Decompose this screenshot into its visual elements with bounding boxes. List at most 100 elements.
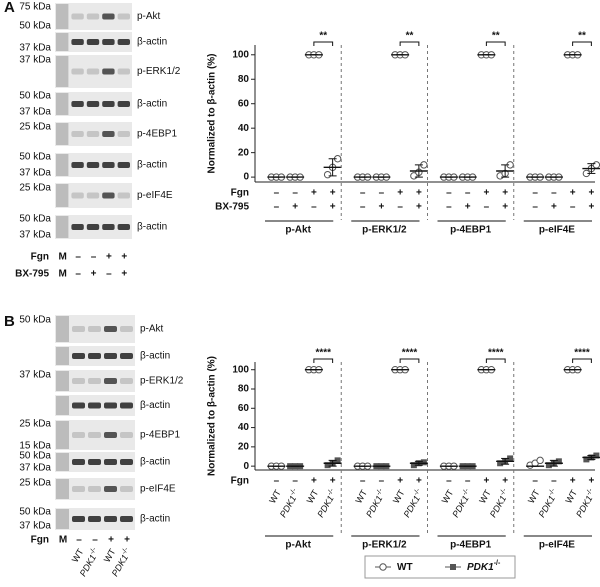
blot-band: [71, 224, 84, 230]
condition-label: +: [483, 476, 489, 487]
ladder-lane: [56, 509, 69, 529]
blot-band: [86, 101, 100, 107]
blot-band: [102, 101, 115, 107]
blot-band: [71, 68, 84, 75]
blot-band: [86, 13, 100, 20]
blot-band: [104, 459, 117, 465]
y-tick-label: 100: [232, 49, 249, 60]
data-point: [410, 462, 417, 469]
ladder-lane: [56, 184, 69, 207]
genotype-name: WT: [478, 488, 494, 506]
significance-label: ****: [574, 348, 590, 359]
condition-genotype: PDK1-/-: [574, 487, 599, 519]
blot-band: [88, 516, 101, 522]
blot-label: p-eIF4E: [137, 190, 173, 201]
condition-genotype: PDK1-/-: [277, 487, 302, 519]
ladder-lane: [56, 154, 69, 176]
group-name: p-eIF4E: [539, 540, 575, 551]
blot-label: p-ERK1/2: [137, 66, 181, 77]
genotype-name: WT: [564, 488, 580, 506]
blot-label: β-actin: [140, 514, 170, 525]
blot-band: [86, 224, 100, 230]
blot-label: β-actin: [137, 222, 167, 233]
blot-band: [120, 516, 133, 522]
blot-band: [71, 162, 84, 168]
data-point: [555, 458, 562, 465]
blot-band: [117, 192, 130, 199]
condition-label: –: [446, 202, 452, 213]
condition-row-name: Fgn: [231, 476, 249, 487]
condition-genotype: PDK1-/-: [536, 487, 561, 519]
ladder-lane: [56, 33, 69, 51]
significance-bracket: [313, 41, 334, 46]
blot-label: p-ERK1/2: [140, 376, 184, 387]
condition-label: –: [379, 188, 385, 199]
genotype-name: PDK1: [488, 494, 508, 519]
blot-band: [104, 326, 117, 332]
blot-band: [104, 516, 117, 522]
blot-band: [104, 432, 117, 438]
condition-label: +: [570, 476, 576, 487]
blot-band: [86, 192, 100, 199]
marker-label: 37 kDa: [19, 521, 51, 532]
genotype-name: WT: [268, 488, 284, 506]
legend-marker: [450, 564, 456, 570]
blot-band: [88, 378, 101, 384]
marker-label: 50 kDa: [19, 21, 51, 32]
condition-label: +: [551, 202, 557, 213]
lane-label: +: [121, 252, 127, 263]
blot-label: p-Akt: [137, 11, 161, 22]
y-tick-label: 40: [238, 123, 250, 134]
condition-label: +: [502, 188, 508, 199]
marker-label: 25 kDa: [19, 419, 51, 430]
blot-band: [72, 353, 85, 359]
marker-label: 50 kDa: [19, 315, 51, 326]
lane-label: +: [124, 535, 130, 546]
blot-band: [102, 162, 115, 168]
y-axis-label: Normalized to β-actin (%): [207, 356, 218, 476]
blot-band: [72, 402, 85, 409]
genotype-name: PDK1: [364, 494, 384, 519]
blot-band: [71, 13, 84, 20]
lane-label: M: [59, 535, 67, 546]
y-tick-label: 0: [243, 172, 249, 183]
ladder-lane: [56, 479, 69, 499]
ladder-lane: [56, 93, 69, 115]
data-point: [583, 456, 590, 463]
blot-band: [104, 402, 117, 409]
blot-band: [117, 13, 130, 20]
genotype-sup: -/-: [413, 487, 423, 497]
marker-label: 75 kDa: [19, 2, 51, 13]
group-name: p-4EBP1: [450, 225, 492, 236]
blot-band: [117, 68, 130, 75]
lane-label: –: [92, 535, 98, 546]
genotype-name: WT: [305, 488, 321, 506]
marker-label: 25 kDa: [19, 183, 51, 194]
y-axis-label: Normalized to β-actin (%): [207, 54, 218, 174]
condition-label: +: [570, 188, 576, 199]
marker-label: 50 kDa: [19, 152, 51, 163]
ladder-lane: [56, 123, 69, 145]
condition-genotype: WT: [391, 488, 407, 506]
genotype-sup: -/-: [585, 487, 595, 497]
marker-label: 37 kDa: [19, 370, 51, 381]
significance-label: ****: [315, 348, 331, 359]
blot-band: [88, 459, 101, 465]
condition-label: –: [465, 188, 471, 199]
condition-label: –: [274, 476, 280, 487]
marker-label: 25 kDa: [19, 122, 51, 133]
condition-genotype: PDK1-/-: [487, 487, 512, 519]
marker-label: 50 kDa: [19, 451, 51, 462]
significance-label: **: [492, 31, 500, 42]
blot-band: [71, 131, 84, 137]
marker-label: 50 kDa: [19, 91, 51, 102]
condition-genotype: PDK1-/-: [401, 487, 426, 519]
condition-row-name: Fgn: [231, 188, 249, 199]
lane-label: –: [75, 269, 81, 280]
condition-label: –: [446, 188, 452, 199]
data-point: [420, 459, 427, 466]
condition-label: +: [416, 188, 422, 199]
data-point: [323, 170, 332, 179]
ladder-lane: [56, 56, 69, 87]
blot-band: [72, 516, 85, 522]
